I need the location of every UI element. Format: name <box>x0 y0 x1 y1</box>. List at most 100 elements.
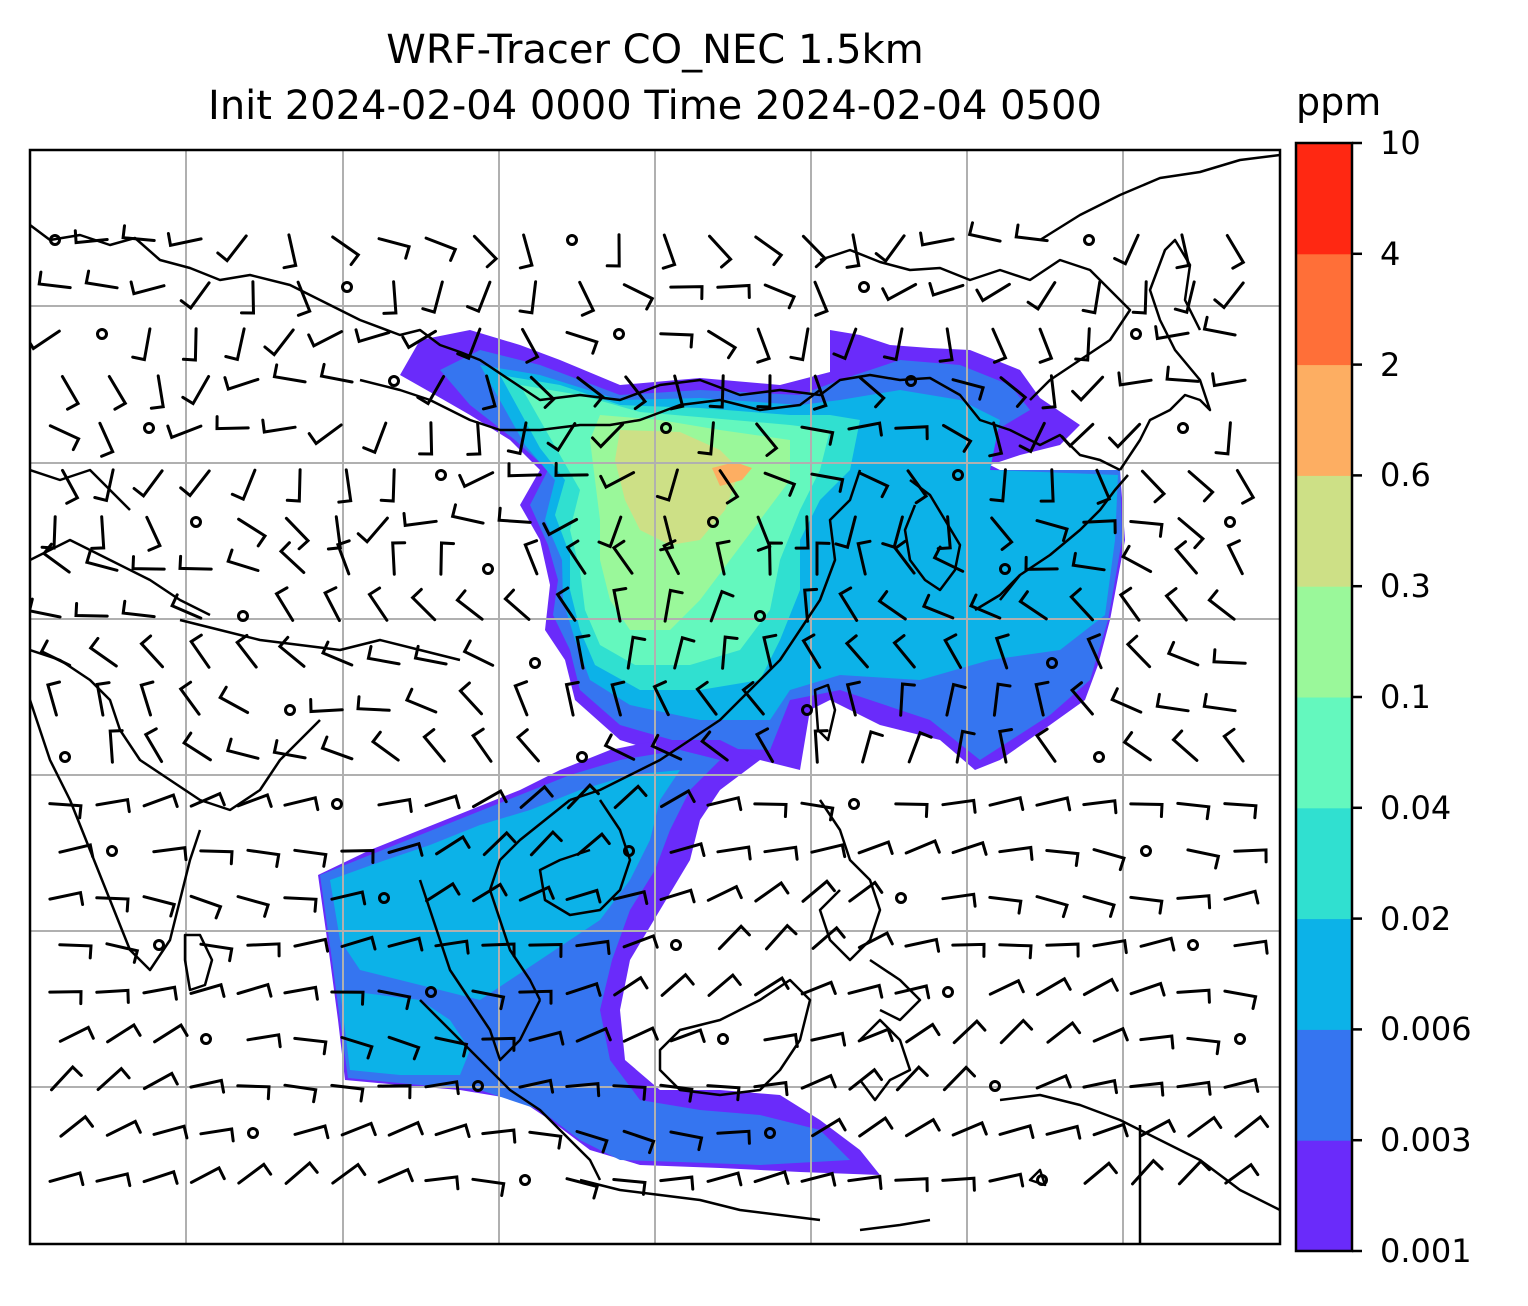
wind-barb <box>1129 981 1166 997</box>
wind-barb <box>894 1177 929 1193</box>
wind-barb <box>988 978 1025 996</box>
wind-barb <box>307 423 343 446</box>
wind-barb <box>895 1064 929 1092</box>
wind-barb <box>131 555 166 571</box>
wind-barb <box>877 590 907 621</box>
wind-barb <box>858 1115 894 1138</box>
wind-barb <box>513 680 529 717</box>
wind-barb <box>1129 895 1164 915</box>
wind-barb <box>847 421 883 437</box>
wind-barb <box>611 539 634 575</box>
wind-barb <box>1035 796 1072 812</box>
wind-barb <box>230 468 257 502</box>
wind-barb <box>236 982 273 998</box>
wind-barb <box>999 376 1028 408</box>
colorbar-segment <box>1296 364 1352 476</box>
calm-wind-marker <box>1093 751 1105 763</box>
wind-barb <box>320 640 354 667</box>
calm-wind-marker <box>1130 328 1142 340</box>
calm-wind-marker <box>613 328 625 340</box>
wind-barb <box>858 376 886 409</box>
wind-barb <box>708 374 725 409</box>
wind-barb <box>894 802 929 818</box>
wind-barb <box>218 685 250 714</box>
wind-barb <box>706 1171 743 1187</box>
wind-barb <box>998 845 1034 861</box>
wind-barb <box>471 989 506 1011</box>
calm-wind-marker <box>895 892 907 904</box>
wind-barb <box>284 516 311 551</box>
wind-barb <box>387 1035 421 1061</box>
colorbar-tick-label: 4 <box>1380 234 1401 273</box>
wind-barb <box>659 1175 695 1191</box>
wind-barb <box>362 421 388 455</box>
wind-barb <box>497 506 532 524</box>
wind-barb <box>906 469 929 505</box>
wind-barb <box>60 375 81 411</box>
wind-barb <box>882 327 904 362</box>
wind-barb <box>716 845 752 861</box>
wind-barb <box>153 1023 189 1044</box>
wind-barb <box>166 232 203 248</box>
wind-barb <box>613 784 648 809</box>
wind-barb <box>894 425 929 441</box>
wind-barb <box>803 587 819 623</box>
wind-barb <box>857 471 890 499</box>
calm-wind-marker <box>1140 845 1152 857</box>
wind-barb <box>988 421 1004 458</box>
wind-barb <box>1165 365 1200 383</box>
wind-barb <box>857 840 894 855</box>
wind-barb <box>941 892 977 908</box>
wind-barb <box>330 1083 365 1103</box>
wind-barb <box>236 793 273 808</box>
wind-barb <box>1224 1162 1260 1185</box>
wind-barb <box>756 327 772 364</box>
wind-barb <box>763 283 797 310</box>
colorbar-tick-label: 0.3 <box>1380 567 1431 606</box>
wind-barb <box>697 421 715 456</box>
wind-barb <box>424 236 458 262</box>
wind-barb <box>990 516 1014 551</box>
wind-barb <box>669 285 704 301</box>
wind-barb <box>472 234 499 269</box>
wind-barb <box>73 229 109 245</box>
wind-barb <box>754 727 775 763</box>
wind-barb <box>753 1169 790 1185</box>
wind-barb <box>857 1027 894 1043</box>
wind-barb <box>416 375 446 406</box>
wind-barb <box>377 989 412 1011</box>
map-title-line1: WRF-Tracer CO_NEC 1.5km <box>386 27 924 73</box>
wind-barb <box>992 682 1012 717</box>
wind-barb <box>599 471 636 490</box>
wind-barb <box>178 680 201 716</box>
wind-barb <box>1092 848 1126 872</box>
calm-wind-marker <box>529 657 541 669</box>
wind-barb <box>754 976 790 997</box>
wind-barb <box>1166 640 1200 667</box>
wind-barb <box>179 281 211 311</box>
wind-barb <box>189 894 223 920</box>
wind-barb <box>85 549 119 572</box>
wind-barb <box>472 789 508 809</box>
wind-barb <box>107 375 128 411</box>
wind-barb <box>848 1067 883 1091</box>
calm-wind-marker <box>200 1033 212 1045</box>
wind-barb <box>472 882 508 903</box>
wind-barb <box>199 1127 235 1143</box>
wind-barb <box>762 633 778 670</box>
wind-barb <box>142 1169 179 1185</box>
wind-barb <box>945 682 967 717</box>
wind-barb <box>622 933 659 949</box>
wind-barb <box>564 680 580 717</box>
wind-barb <box>1069 587 1094 622</box>
wind-barb <box>189 982 226 998</box>
wind-barb <box>335 539 351 576</box>
wind-barb <box>652 680 670 717</box>
calm-wind-marker <box>801 704 813 716</box>
wind-barb <box>754 235 784 267</box>
wind-barb <box>942 1065 976 1092</box>
colorbar-ticks <box>1352 141 1362 1253</box>
wind-barb <box>565 539 587 575</box>
wind-barb <box>30 329 61 351</box>
calm-wind-marker <box>566 234 578 246</box>
